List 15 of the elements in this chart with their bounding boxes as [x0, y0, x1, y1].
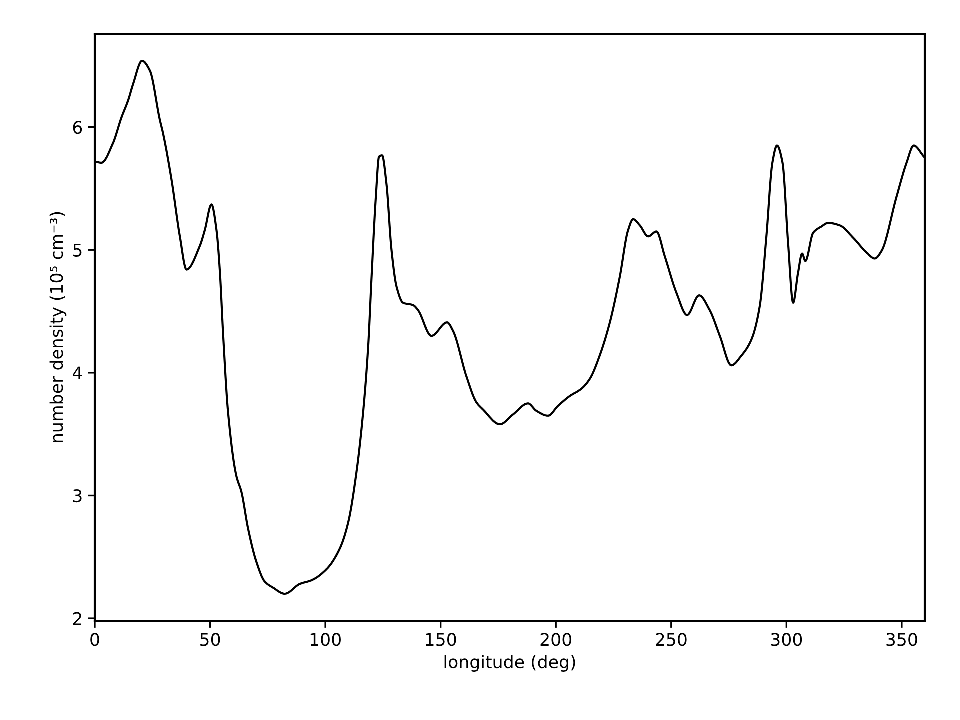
- y-tick-label: 6: [73, 121, 82, 134]
- y-tick-label: 4: [73, 366, 82, 380]
- y-axis-title: number density (10⁵ cm⁻³): [50, 212, 67, 442]
- x-tick-label: 100: [310, 633, 341, 646]
- y-tick-label: 3: [73, 489, 82, 503]
- x-tick-label: 0: [90, 633, 100, 646]
- x-tick-label: 350: [886, 633, 918, 646]
- x-axis-title: longitude (deg): [444, 655, 576, 672]
- x-tick-label: 300: [771, 633, 802, 646]
- y-tick-label: 2: [73, 612, 82, 626]
- x-tick-label: 50: [200, 633, 220, 646]
- x-tick-label: 200: [540, 633, 572, 646]
- y-tick-label: 5: [73, 244, 82, 257]
- x-tick-label: 250: [656, 633, 687, 646]
- x-tick-label: 150: [426, 633, 456, 646]
